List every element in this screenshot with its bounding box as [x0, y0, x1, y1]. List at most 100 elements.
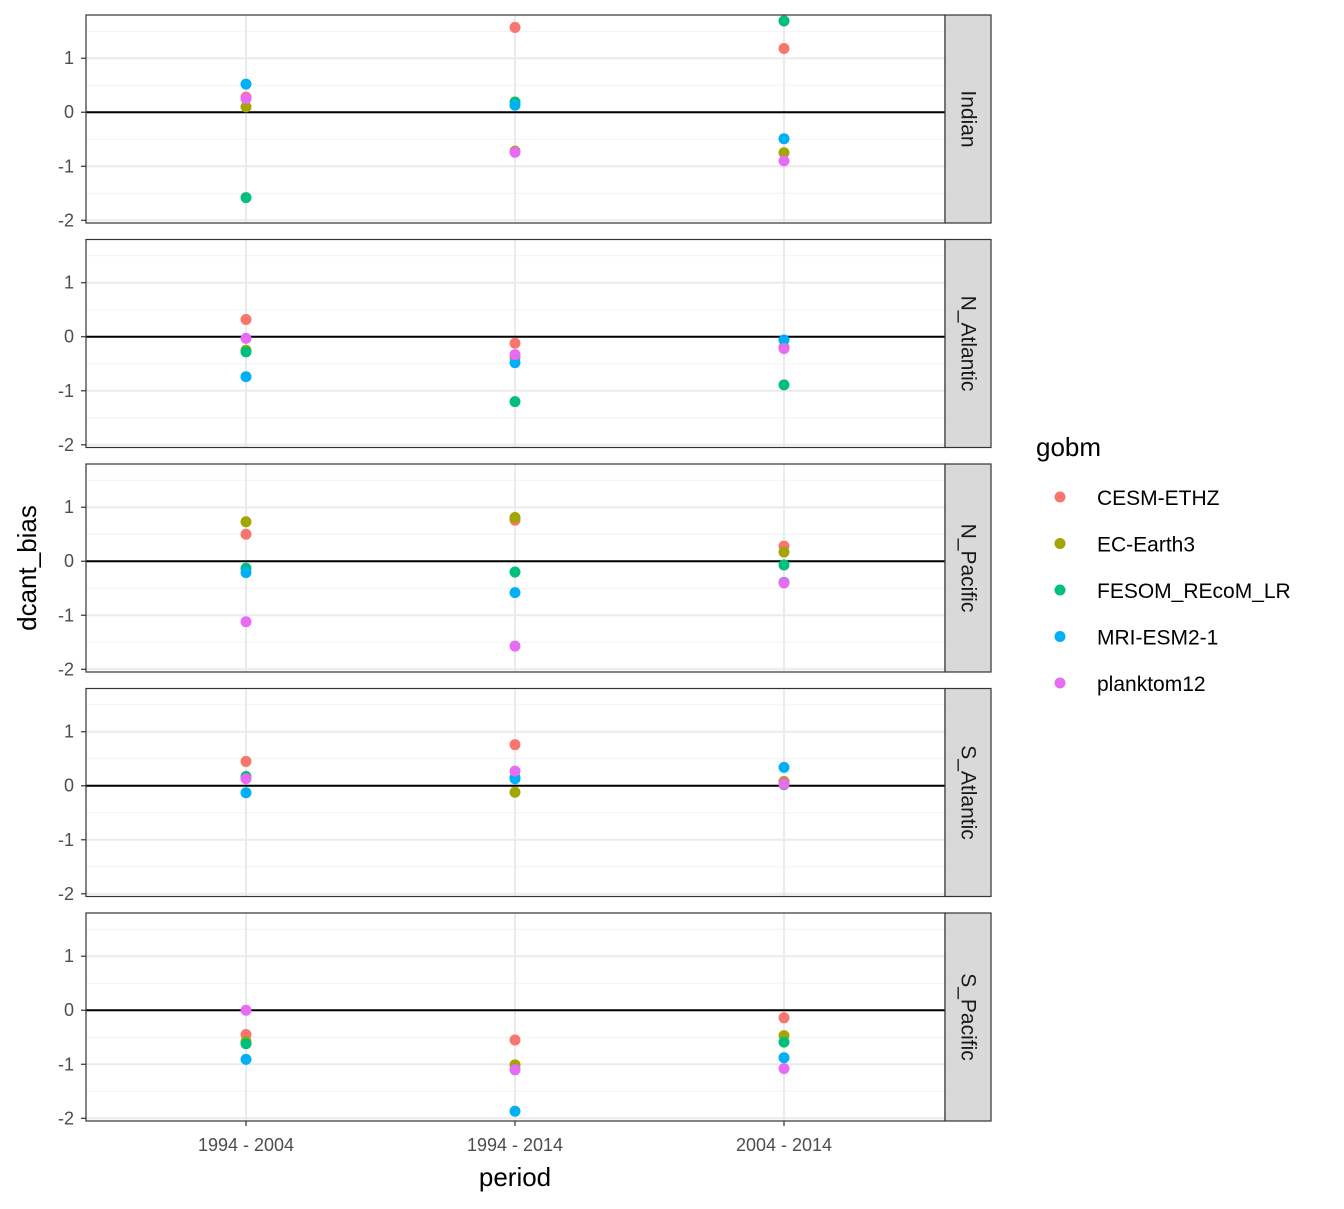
- facet-strip: [944, 14, 992, 224]
- facet-strip: [944, 687, 992, 898]
- data-point-ec-earth3: [240, 516, 252, 528]
- legend-key-cesm-ethz: [1054, 491, 1066, 503]
- data-point-mri-esm2-1: [509, 773, 521, 785]
- facet-strip: [944, 912, 992, 1122]
- data-point-mri-esm2-1: [509, 357, 521, 369]
- y-tick-label: -1: [58, 830, 74, 850]
- y-tick-label: 0: [64, 102, 74, 122]
- data-point-mri-esm2-1: [240, 567, 252, 579]
- legend-label: planktom12: [1097, 673, 1206, 696]
- y-tick-label: -2: [58, 210, 74, 230]
- y-tick-label: -1: [58, 381, 74, 401]
- data-point-fesom_recom_lr: [778, 1036, 790, 1048]
- data-point-fesom_recom_lr: [778, 15, 790, 27]
- y-tick-label: -2: [58, 435, 74, 455]
- data-point-fesom_recom_lr: [778, 559, 790, 571]
- data-point-mri-esm2-1: [778, 1052, 790, 1064]
- data-point-ec-earth3: [509, 511, 521, 523]
- y-tick-label: -2: [58, 659, 74, 679]
- facet-strip-label: N_Atlantic: [957, 296, 980, 392]
- data-point-planktom12: [778, 778, 790, 790]
- legend-key-mri-esm2-1: [1054, 631, 1066, 642]
- legend-title: gobm: [1036, 432, 1101, 462]
- data-point-fesom_recom_lr: [240, 192, 252, 204]
- data-point-mri-esm2-1: [778, 761, 790, 773]
- data-point-ec-earth3: [778, 147, 790, 159]
- x-tick-label: 1994 - 2014: [467, 1135, 563, 1155]
- y-tick-label: 0: [64, 776, 74, 796]
- legend-label: FESOM_REcoM_LR: [1097, 580, 1291, 603]
- data-point-mri-esm2-1: [509, 587, 521, 599]
- facet-panels: -2 -1 0 1 Indian -2 -1 0 1 N_Atlantic -2 -1 0 1 N_Paci…: [58, 14, 992, 1155]
- data-point-fesom_recom_lr: [509, 396, 521, 408]
- data-point-mri-esm2-1: [240, 78, 252, 90]
- data-point-planktom12: [509, 146, 521, 158]
- data-point-cesm-ethz: [509, 1034, 521, 1046]
- y-tick-label: -2: [58, 1108, 74, 1128]
- x-tick-label: 1994 - 2004: [198, 1135, 294, 1155]
- data-point-ec-earth3: [778, 546, 790, 558]
- y-tick-label: -1: [58, 1054, 74, 1074]
- data-point-cesm-ethz: [509, 337, 521, 349]
- data-point-planktom12: [778, 577, 790, 589]
- data-point-fesom_recom_lr: [240, 1038, 252, 1050]
- facet-strip-label: S_Pacific: [957, 973, 980, 1061]
- y-tick-label: 1: [64, 273, 74, 293]
- data-point-planktom12: [509, 640, 521, 652]
- data-point-ec-earth3: [509, 786, 521, 798]
- data-point-planktom12: [240, 773, 252, 785]
- y-tick-label: -1: [58, 156, 74, 176]
- data-point-cesm-ethz: [778, 42, 790, 54]
- legend-label: EC-Earth3: [1097, 534, 1195, 557]
- facet-strip-label: N_Pacific: [957, 524, 980, 613]
- x-axis-title: period: [479, 1162, 551, 1192]
- facet-panel-s-atlantic: -2 -1 0 1 S_Atlantic: [58, 687, 992, 904]
- facet-strip: [944, 463, 992, 673]
- data-point-mri-esm2-1: [240, 787, 252, 799]
- facet-panel-n-pacific: -2 -1 0 1 N_Pacific: [58, 463, 992, 679]
- x-tick-label: 2004 - 2014: [736, 1135, 832, 1155]
- data-point-mri-esm2-1: [240, 371, 252, 383]
- data-point-cesm-ethz: [509, 21, 521, 33]
- y-tick-label: 0: [64, 551, 74, 571]
- data-point-planktom12: [509, 349, 521, 361]
- legend-key-planktom12: [1054, 677, 1066, 689]
- legend-key-fesom_recom_lr: [1054, 584, 1066, 596]
- legend-key-ec-earth3: [1054, 538, 1066, 549]
- facet-strip: [944, 238, 992, 449]
- y-tick-label: 1: [64, 946, 74, 966]
- data-point-planktom12: [240, 332, 252, 344]
- data-point-planktom12: [240, 616, 252, 628]
- y-axis-title: dcant_bias: [12, 505, 42, 631]
- data-point-planktom12: [778, 1063, 790, 1075]
- y-tick-label: 1: [64, 48, 74, 68]
- facet-panel-indian: -2 -1 0 1 Indian: [58, 14, 992, 230]
- data-point-cesm-ethz: [240, 755, 252, 767]
- facet-panel-n-atlantic: -2 -1 0 1 N_Atlantic: [58, 238, 992, 455]
- y-tick-label: 1: [64, 722, 74, 742]
- y-tick-label: 0: [64, 327, 74, 347]
- legend-label: MRI-ESM2-1: [1097, 627, 1218, 650]
- data-point-mri-esm2-1: [778, 133, 790, 145]
- data-point-mri-esm2-1: [509, 99, 521, 111]
- facet-strip-label: Indian: [957, 90, 980, 147]
- data-point-mri-esm2-1: [240, 1053, 252, 1065]
- facet-panel-s-pacific: -2 -1 0 1 S_Pacific: [58, 912, 992, 1128]
- data-point-planktom12: [509, 765, 521, 777]
- data-point-planktom12: [240, 1004, 252, 1016]
- y-tick-label: 1: [64, 497, 74, 517]
- data-point-planktom12: [778, 343, 790, 355]
- data-point-fesom_recom_lr: [778, 379, 790, 391]
- data-point-planktom12: [509, 1064, 521, 1076]
- data-point-cesm-ethz: [240, 313, 252, 325]
- data-point-cesm-ethz: [240, 528, 252, 540]
- data-point-mri-esm2-1: [509, 1105, 521, 1117]
- data-point-ec-earth3: [240, 101, 252, 113]
- y-tick-label: -2: [58, 884, 74, 904]
- legend: gobm CESM-ETHZ EC-Earth3 FESOM_REcoM_LR MRI…: [1036, 432, 1291, 696]
- data-point-planktom12: [778, 155, 790, 167]
- data-point-cesm-ethz: [778, 1012, 790, 1024]
- legend-label: CESM-ETHZ: [1097, 487, 1220, 510]
- data-point-fesom_recom_lr: [240, 346, 252, 358]
